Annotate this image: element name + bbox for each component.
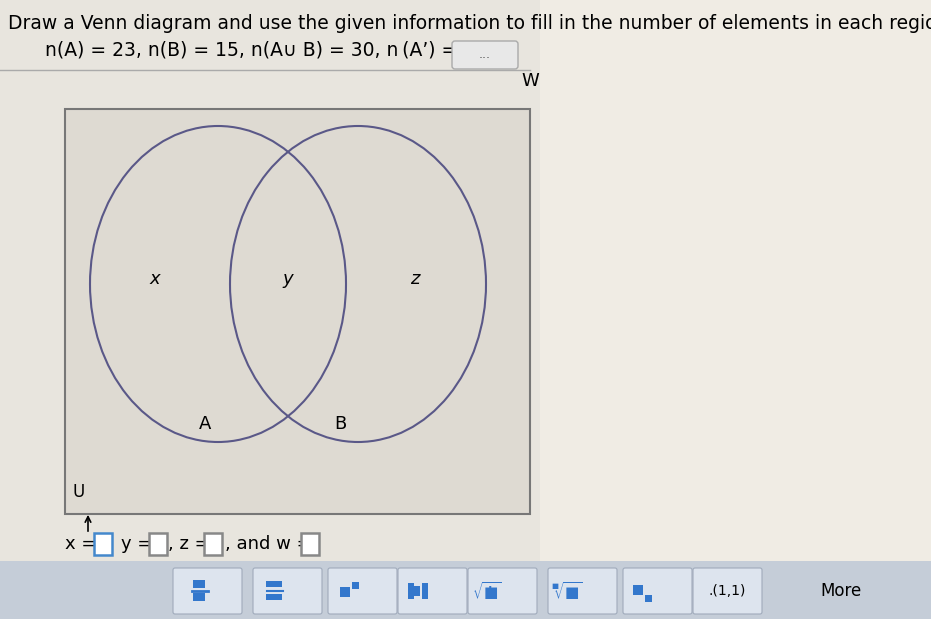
FancyBboxPatch shape [173,568,242,614]
Text: More: More [820,582,861,600]
Text: .(1,1): .(1,1) [708,584,746,598]
Text: n(A) = 23, n(B) = 15, n(A∪ B) = 30, n (A’) = 10: n(A) = 23, n(B) = 15, n(A∪ B) = 30, n (A… [45,41,487,60]
Text: x =: x = [65,535,97,553]
Bar [94,533,112,555]
Text: x: x [150,270,160,288]
Text: $\sqrt[■]{■}$: $\sqrt[■]{■}$ [551,580,583,602]
FancyBboxPatch shape [468,568,537,614]
Text: , z =: , z = [168,535,209,553]
Bar [149,533,167,555]
FancyBboxPatch shape [398,568,467,614]
Bar [193,580,205,588]
Text: $\sqrt{■}$: $\sqrt{■}$ [472,580,502,602]
Bar [193,593,205,601]
FancyBboxPatch shape [693,568,762,614]
FancyBboxPatch shape [253,568,322,614]
Text: , and w =: , and w = [225,535,312,553]
Bar [540,0,931,619]
Bar [645,595,652,602]
Text: W: W [521,72,539,90]
Bar [352,582,359,589]
Bar [266,594,274,600]
Text: y =: y = [121,535,153,553]
Bar [301,533,319,555]
Text: z: z [411,270,420,288]
FancyBboxPatch shape [328,568,397,614]
Bar [412,586,420,596]
Text: y: y [283,270,293,288]
Text: U: U [72,483,84,501]
Bar [274,581,282,587]
FancyBboxPatch shape [548,568,617,614]
Bar [422,583,428,599]
FancyBboxPatch shape [452,41,518,69]
Text: :: : [487,581,493,600]
Bar [408,583,414,599]
FancyBboxPatch shape [623,568,692,614]
Text: ...: ... [479,48,491,61]
Text: A: A [199,415,211,433]
Bar [266,581,274,587]
Text: Draw a Venn diagram and use the given information to fill in the number of eleme: Draw a Venn diagram and use the given in… [8,14,931,33]
Text: B: B [334,415,346,433]
Bar [274,594,282,600]
Bar [204,533,222,555]
Bar [633,585,643,595]
Bar [0,561,931,619]
Bar [340,587,350,597]
Bar [65,109,530,514]
